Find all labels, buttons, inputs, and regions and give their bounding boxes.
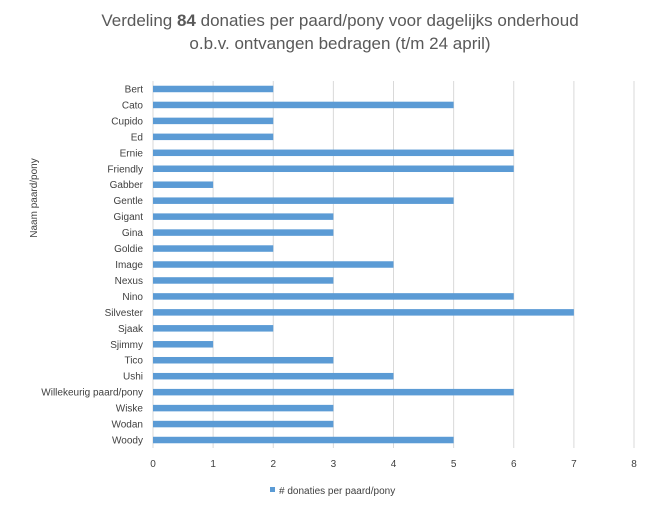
category-label-9: Gina [122, 228, 144, 239]
category-labels: Bert Cato Cupido Ed Ernie Friendly Gabber Gentl… [41, 84, 144, 446]
x-tick-label-0: 0 [150, 459, 156, 470]
chart-title: Verdeling 84 donaties per paard/pony voo… [101, 11, 578, 30]
category-label-10: Goldie [114, 244, 143, 255]
category-label-14: Silvester [105, 308, 144, 319]
x-tick-label-7: 7 [571, 459, 577, 470]
bars [153, 85, 574, 444]
x-tick-labels: 0 1 2 3 4 5 6 7 8 [150, 459, 637, 470]
bar-7 [153, 197, 454, 204]
chart-title-count: 84 [177, 11, 196, 30]
category-label-8: Gigant [114, 212, 144, 223]
bar-20 [153, 404, 334, 412]
bar-12 [153, 277, 334, 284]
y-axis-title: Naam paard/pony [29, 158, 40, 238]
category-label-13: Nino [122, 292, 143, 303]
category-label-20: Wiske [116, 404, 144, 415]
bar-6 [153, 181, 214, 188]
legend-swatch [270, 487, 275, 492]
bar-0 [153, 85, 274, 93]
chart-subtitle: o.b.v. ontvangen bedragen (t/m 24 april) [189, 34, 490, 53]
legend-label: # donaties per paard/pony [279, 486, 395, 497]
x-tick-label-6: 6 [511, 459, 517, 470]
bar-21 [153, 420, 334, 428]
category-label-7: Gentle [114, 196, 144, 207]
bar-22 [153, 436, 454, 444]
category-label-18: Ushi [123, 372, 143, 383]
category-label-12: Nexus [115, 276, 143, 287]
category-label-19: Willekeurig paard/pony [41, 388, 143, 399]
legend: # donaties per paard/pony [270, 486, 395, 497]
bar-16 [153, 341, 214, 348]
bar-14 [153, 309, 574, 316]
x-tick-label-4: 4 [391, 459, 397, 470]
chart-title-prefix: Verdeling [101, 11, 177, 30]
chart-title-suffix: donaties per paard/pony voor dagelijks o… [196, 11, 579, 30]
category-label-4: Ernie [120, 148, 144, 159]
bar-10 [153, 245, 274, 252]
category-label-22: Woody [112, 436, 143, 447]
category-label-11: Image [115, 260, 143, 271]
category-label-1: Cato [122, 100, 144, 111]
category-label-0: Bert [125, 84, 144, 95]
bar-15 [153, 325, 274, 332]
bar-13 [153, 293, 514, 300]
category-label-15: Sjaak [118, 324, 144, 335]
bar-4 [153, 149, 514, 157]
category-label-21: Wodan [111, 420, 143, 431]
bar-2 [153, 117, 274, 125]
x-tick-label-8: 8 [631, 459, 637, 470]
category-label-6: Gabber [110, 180, 144, 191]
bar-18 [153, 372, 394, 380]
bar-17 [153, 356, 334, 364]
bar-5 [153, 165, 514, 173]
bar-9 [153, 229, 334, 236]
x-tick-label-1: 1 [210, 459, 216, 470]
bar-1 [153, 101, 454, 109]
x-tick-label-2: 2 [270, 459, 276, 470]
category-label-17: Tico [124, 356, 143, 367]
category-label-2: Cupido [111, 116, 143, 127]
bar-3 [153, 133, 274, 141]
x-tick-label-3: 3 [331, 459, 337, 470]
bar-11 [153, 261, 394, 268]
category-label-3: Ed [131, 132, 143, 143]
category-label-16: Sjimmy [110, 340, 143, 351]
x-tick-label-5: 5 [451, 459, 457, 470]
category-label-5: Friendly [107, 164, 143, 175]
bar-19 [153, 388, 514, 396]
bar-8 [153, 213, 334, 220]
